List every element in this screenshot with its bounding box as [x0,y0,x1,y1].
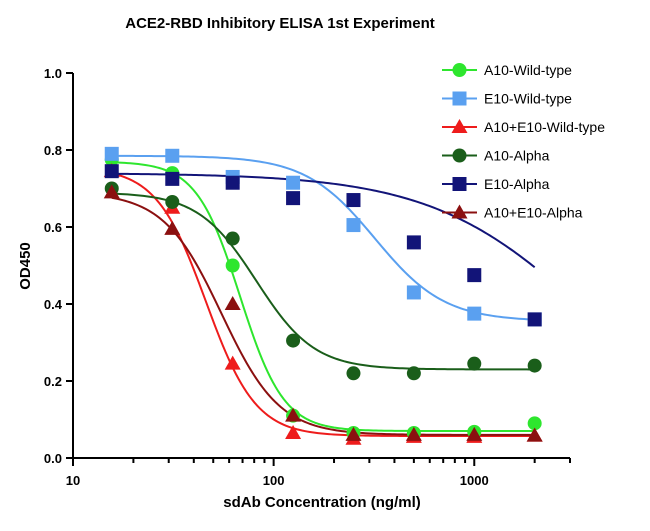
y-tick-label: 0.6 [44,220,62,235]
data-point [406,285,421,300]
y-tick-label: 0.2 [44,374,62,389]
legend-label: A10+E10-Alpha [484,205,583,221]
y-ticks: 0.0 0.2 0.4 0.6 0.8 1.0 [44,66,73,466]
data-point [286,191,301,206]
data-point [346,218,361,233]
fit-curve [111,154,535,321]
legend-marker [452,177,467,191]
data-point [467,306,482,321]
data-point [225,175,240,190]
x-tick-label: 100 [263,473,285,488]
data-point [467,268,482,283]
data-point [345,426,362,441]
legend-label: A10+E10-Wild-type [484,119,605,135]
legend-marker [452,148,467,163]
y-tick-label: 0.8 [44,143,62,158]
data-point [165,171,180,186]
legend: A10-Wild-type E10-Wild-type A10+E10-Wild-t… [442,62,605,221]
legend-label: E10-Alpha [484,176,550,192]
data-point [104,164,119,179]
data-point [224,355,241,370]
data-point [527,312,542,327]
legend-marker [451,204,468,219]
data-point [286,333,301,348]
y-axis-title: OD450 [17,242,34,290]
data-point [527,358,542,373]
x-ticks: 10 100 1000 [66,458,571,488]
data-point [285,407,302,422]
axes: 10 100 1000 0.0 0.2 0.4 0.6 0.8 1.0 [44,66,571,488]
data-point [285,424,302,439]
legend-label: A10-Alpha [484,148,550,164]
data-point [104,146,119,161]
data-point [346,193,361,208]
legend-label: A10-Wild-type [484,62,572,78]
legend-marker [452,91,467,106]
y-tick-label: 0.4 [44,297,63,312]
fit-curve [111,196,535,436]
fit-curve [111,192,535,371]
fit-curves [111,154,536,438]
data-point [225,258,240,273]
fit-curve [111,172,536,269]
data-point [527,416,542,431]
chart-title: ACE2-RBD Inhibitory ELISA 1st Experiment [125,15,435,32]
data-point [526,427,543,442]
data-point [225,231,240,246]
y-tick-label: 0.0 [44,451,62,466]
data-point [466,426,483,441]
x-tick-label: 10 [66,473,80,488]
data-point [286,175,301,190]
data-point [165,148,180,163]
legend-marker [451,119,468,133]
data-point [346,366,361,381]
data-point [103,184,120,199]
data-point [467,356,482,371]
y-tick-label: 1.0 [44,66,62,81]
x-axis-title: sdAb Concentration (ng/ml) [223,494,421,511]
data-points [103,146,543,445]
data-point [224,296,241,310]
legend-marker [452,63,467,77]
data-point [405,426,422,441]
fit-curve [111,161,535,433]
data-point [164,220,181,235]
plot-area [103,146,543,445]
data-point [406,235,421,250]
legend-label: E10-Wild-type [484,91,572,107]
x-tick-label: 1000 [460,473,489,488]
data-point [165,194,180,209]
data-point [406,366,421,381]
